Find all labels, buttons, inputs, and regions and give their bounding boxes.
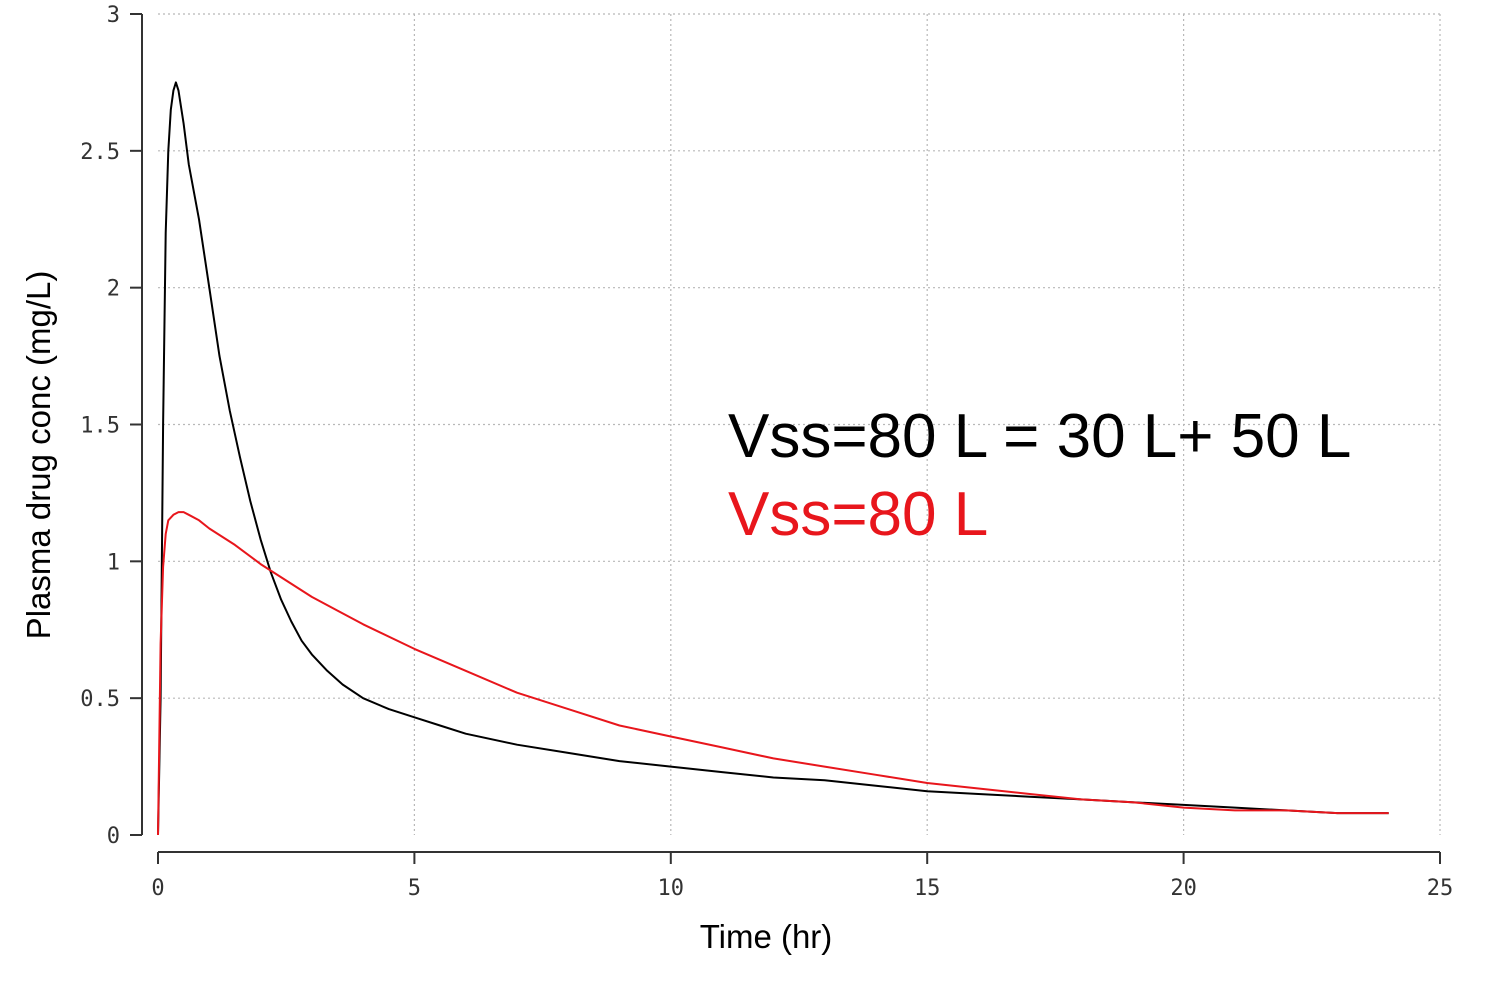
- annotation-red-vss: Vss=80 L: [728, 480, 988, 549]
- x-tick-label: 20: [1170, 876, 1197, 901]
- grid-layer: [158, 13, 1441, 835]
- y-tick-label: 1: [107, 550, 120, 575]
- y-tick-label: 2: [107, 277, 120, 302]
- x-axis-label: Time (hr): [700, 918, 833, 955]
- y-tick-label: 2.5: [80, 140, 120, 165]
- y-tick-label: 0.5: [80, 687, 120, 712]
- y-tick-label: 1.5: [80, 414, 120, 439]
- x-tick-label: 0: [151, 876, 164, 901]
- y-axis-label: Plasma drug conc (mg/L): [20, 271, 57, 640]
- ticks-layer: 0 5 10 15 20 25 0 0.5 1 1.5 2 2.5 3: [80, 3, 1453, 901]
- x-tick-label: 5: [408, 876, 421, 901]
- x-tick-label: 10: [658, 876, 685, 901]
- y-tick-label: 3: [107, 3, 120, 28]
- series-layer: [157, 81, 1389, 836]
- x-tick-label: 15: [914, 876, 941, 901]
- series-line-1: [157, 81, 1389, 836]
- x-tick-label: 25: [1427, 876, 1454, 901]
- series-line-2: [157, 511, 1389, 836]
- y-tick-label: 0: [107, 824, 120, 849]
- annotation-black-vss: Vss=80 L = 30 L+ 50 L: [728, 402, 1351, 471]
